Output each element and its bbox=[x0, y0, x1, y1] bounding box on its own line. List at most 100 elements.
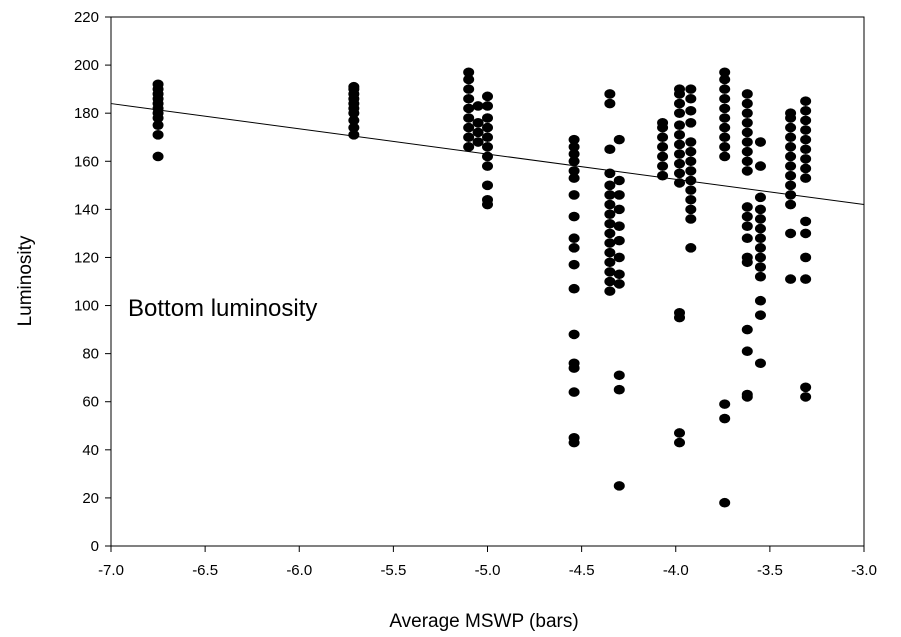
data-point bbox=[800, 115, 812, 126]
data-point bbox=[800, 134, 812, 145]
data-point bbox=[685, 214, 697, 224]
data-point bbox=[152, 120, 164, 131]
x-axis-title: Average MSWP (bars) bbox=[389, 611, 578, 632]
data-point bbox=[568, 173, 580, 183]
data-point bbox=[741, 108, 753, 118]
data-point bbox=[568, 432, 580, 443]
data-point bbox=[754, 252, 766, 263]
data-point bbox=[472, 137, 484, 147]
data-point bbox=[348, 122, 360, 133]
data-point bbox=[800, 144, 812, 155]
data-point bbox=[754, 192, 766, 203]
data-point bbox=[604, 286, 616, 296]
data-point bbox=[741, 252, 753, 263]
x-tick-label: -4.0 bbox=[663, 562, 689, 579]
y-axis-title: Luminosity bbox=[15, 235, 36, 326]
data-point bbox=[568, 358, 580, 369]
x-tick-label: -6.0 bbox=[286, 562, 312, 579]
data-point bbox=[152, 130, 164, 140]
data-point bbox=[800, 228, 812, 239]
x-axis: -7.0 -6.5 -6.0 -5.5 -5.0 -4.5 -4.0 -3.5 -3.0 bbox=[98, 546, 877, 579]
data-point bbox=[785, 151, 797, 162]
data-point bbox=[719, 132, 731, 143]
y-tick-label: 40 bbox=[82, 442, 99, 459]
data-point bbox=[674, 158, 686, 169]
data-point bbox=[685, 118, 697, 128]
data-point bbox=[741, 166, 753, 176]
y-tick-label: 20 bbox=[82, 490, 99, 507]
data-point bbox=[754, 295, 766, 306]
data-point bbox=[463, 74, 475, 85]
data-point bbox=[568, 283, 580, 294]
data-point bbox=[482, 194, 493, 205]
data-point bbox=[719, 151, 731, 162]
data-point bbox=[685, 185, 697, 195]
data-point bbox=[741, 118, 753, 128]
data-point bbox=[674, 98, 686, 109]
data-point bbox=[785, 170, 797, 181]
data-point bbox=[568, 233, 580, 244]
data-point bbox=[613, 481, 625, 491]
data-point bbox=[685, 204, 697, 215]
data-point bbox=[719, 399, 731, 409]
data-point bbox=[674, 108, 686, 118]
data-point bbox=[482, 161, 493, 171]
data-point bbox=[604, 228, 616, 239]
x-tick-label: -5.5 bbox=[380, 562, 406, 579]
data-point bbox=[604, 89, 616, 99]
data-point bbox=[604, 168, 616, 179]
data-point bbox=[674, 428, 686, 438]
data-point bbox=[657, 132, 669, 143]
data-point bbox=[800, 96, 812, 106]
y-tick-label: 60 bbox=[82, 394, 99, 411]
data-point bbox=[785, 108, 797, 118]
data-point bbox=[472, 101, 484, 111]
data-point bbox=[657, 142, 669, 152]
data-point bbox=[785, 274, 797, 284]
x-tick-label: -5.0 bbox=[475, 562, 501, 579]
data-point bbox=[719, 113, 731, 123]
y-tick-label: 220 bbox=[74, 9, 99, 26]
data-point bbox=[800, 274, 812, 284]
data-point bbox=[719, 84, 731, 94]
data-point bbox=[604, 180, 616, 191]
y-tick-label: 120 bbox=[74, 249, 99, 266]
data-point bbox=[604, 267, 616, 277]
data-point bbox=[741, 137, 753, 147]
data-point bbox=[685, 166, 697, 176]
y-tick-label: 100 bbox=[74, 298, 99, 315]
data-point bbox=[482, 91, 493, 102]
data-point bbox=[685, 146, 697, 157]
data-point bbox=[482, 180, 493, 191]
data-point bbox=[674, 130, 686, 140]
data-point bbox=[604, 218, 616, 229]
data-point bbox=[741, 221, 753, 231]
data-point bbox=[613, 190, 625, 200]
data-point bbox=[463, 142, 475, 152]
data-point bbox=[568, 166, 580, 176]
data-point bbox=[685, 243, 697, 253]
data-point bbox=[754, 358, 766, 369]
data-point bbox=[463, 122, 475, 133]
data-point bbox=[685, 194, 697, 205]
data-point bbox=[741, 156, 753, 167]
data-point bbox=[785, 190, 797, 200]
data-point bbox=[613, 279, 625, 289]
data-point bbox=[685, 156, 697, 167]
data-point bbox=[348, 115, 360, 126]
data-point bbox=[613, 175, 625, 186]
data-point bbox=[800, 173, 812, 183]
data-point bbox=[754, 310, 766, 320]
data-point bbox=[463, 84, 475, 94]
data-point bbox=[463, 67, 475, 78]
x-tick-label: -3.5 bbox=[757, 562, 783, 579]
data-point bbox=[463, 113, 475, 123]
data-point bbox=[482, 132, 493, 143]
data-point bbox=[657, 151, 669, 162]
data-point bbox=[741, 202, 753, 212]
data-point bbox=[482, 151, 493, 162]
data-point bbox=[685, 175, 697, 186]
data-point bbox=[604, 257, 616, 268]
data-point bbox=[719, 74, 731, 85]
data-point bbox=[741, 89, 753, 99]
